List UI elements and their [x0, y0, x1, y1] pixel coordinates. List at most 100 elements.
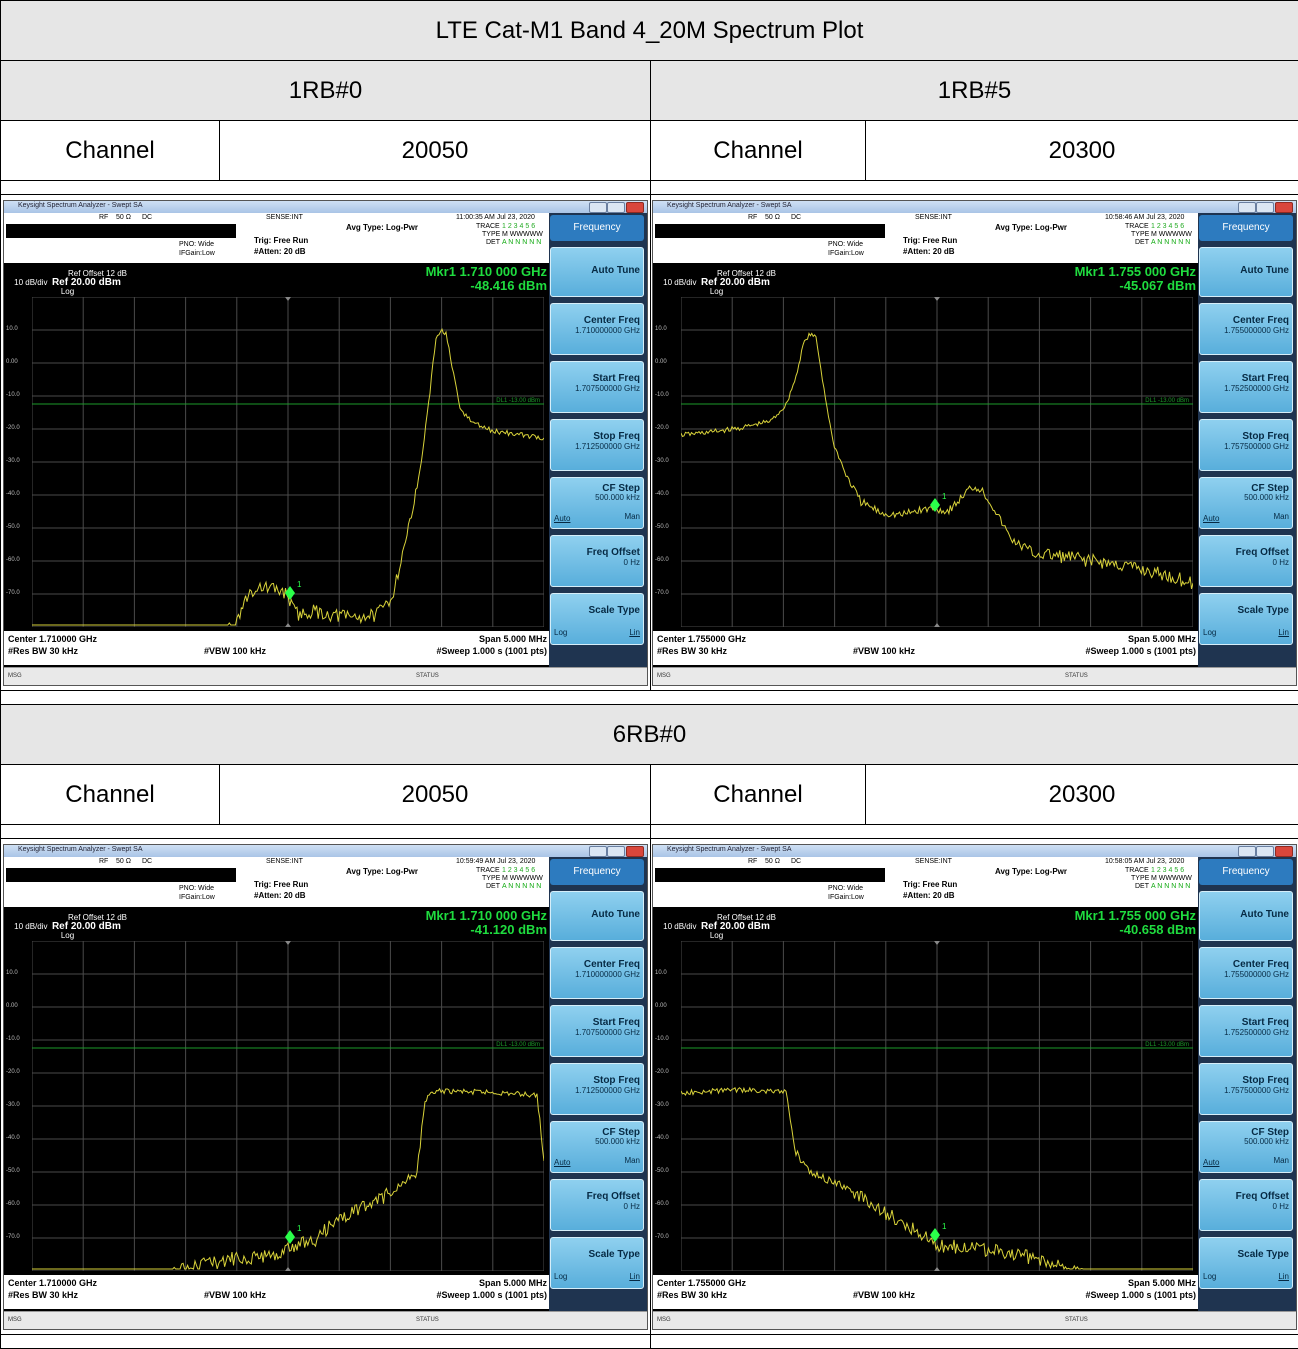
trace-label: TRACE — [1125, 867, 1149, 874]
ref-level-block: Ref Offset 12 dB 10 dB/div Ref 20.00 dBm… — [657, 913, 776, 940]
sweep: #Sweep 1.000 s (1001 pts) — [436, 646, 547, 656]
cf-step-man[interactable]: Man — [624, 1156, 640, 1165]
minimize-icon[interactable] — [1238, 846, 1256, 857]
scale-log-option[interactable]: Log — [1203, 628, 1216, 637]
y-tick-label: -50.0 — [655, 1168, 669, 1174]
cf-step-man[interactable]: Man — [1273, 1156, 1289, 1165]
menu-frequency[interactable]: Frequency — [1199, 215, 1293, 241]
sense-label: SENSE:INT — [266, 214, 303, 221]
cf-step-auto[interactable]: Auto — [554, 1158, 570, 1167]
minimize-icon[interactable] — [589, 202, 607, 213]
det-values: A N N N N N — [1151, 883, 1190, 890]
scale-log-option[interactable]: Log — [1203, 1272, 1216, 1281]
marker-value: -48.416 dBm — [426, 279, 547, 293]
coupling-label: DC — [791, 858, 801, 865]
auto-tune-button[interactable]: Auto Tune — [550, 891, 644, 941]
msg-label: MSG — [8, 1317, 22, 1323]
freq-offset-value: 0 Hz — [1203, 558, 1289, 567]
scale-log-option[interactable]: Log — [554, 628, 567, 637]
spacer-cell — [1, 691, 1298, 705]
y-tick-label: 0.00 — [6, 1003, 18, 1009]
marker-frequency: Mkr1 1.755 000 GHz — [1075, 265, 1196, 279]
minimize-icon[interactable] — [1238, 202, 1256, 213]
channel-value: 20050 — [220, 121, 651, 181]
auto-tune-button[interactable]: Auto Tune — [1199, 247, 1293, 297]
scale-type-label: Scale Type — [1203, 605, 1289, 616]
type-values: M WWWWW — [1151, 875, 1192, 882]
scale-lin-option[interactable]: Lin — [629, 1272, 640, 1281]
maximize-icon[interactable] — [1256, 846, 1274, 857]
close-icon[interactable] — [626, 846, 644, 857]
close-icon[interactable] — [1275, 202, 1293, 213]
window-titlebar: Keysight Spectrum Analyzer - Swept SA — [4, 845, 647, 857]
maximize-icon[interactable] — [1256, 202, 1274, 213]
close-icon[interactable] — [626, 202, 644, 213]
spacer-cell — [1, 181, 651, 195]
start-freq-label: Start Freq — [1203, 373, 1289, 384]
cf-step-value: 500.000 kHz — [554, 1138, 640, 1146]
y-tick-label: -30.0 — [6, 458, 20, 464]
menu-frequency[interactable]: Frequency — [1199, 859, 1293, 885]
ifgain-label: IFGain:Low — [179, 894, 215, 901]
scale-lin-option[interactable]: Lin — [1278, 1272, 1289, 1281]
maximize-icon[interactable] — [607, 846, 625, 857]
auto-tune-button[interactable]: Auto Tune — [1199, 891, 1293, 941]
menu-frequency[interactable]: Frequency — [550, 859, 644, 885]
cf-step-man[interactable]: Man — [624, 512, 640, 521]
freq-offset-label: Freq Offset — [1203, 547, 1289, 558]
cf-step-man[interactable]: Man — [1273, 512, 1289, 521]
scale-lin-option[interactable]: Lin — [629, 628, 640, 637]
menu-frequency[interactable]: Frequency — [550, 215, 644, 241]
scale-type-button[interactable]: Scale Type Log Lin — [1199, 593, 1293, 645]
minimize-icon[interactable] — [589, 846, 607, 857]
channel-value: 20300 — [866, 765, 1298, 825]
maximize-icon[interactable] — [607, 202, 625, 213]
display-line-label: DL1 -13.00 dBm — [496, 1042, 540, 1048]
y-tick-label: -30.0 — [655, 1102, 669, 1108]
close-icon[interactable] — [1275, 846, 1293, 857]
trace-label: TRACE — [1125, 223, 1149, 230]
scale-lin-option[interactable]: Lin — [1278, 628, 1289, 637]
window-title: Keysight Spectrum Analyzer - Swept SA — [18, 846, 143, 853]
scale-log: Log — [8, 287, 127, 296]
auto-tune-button[interactable]: Auto Tune — [550, 247, 644, 297]
cf-step-auto[interactable]: Auto — [1203, 514, 1219, 523]
info-bar: RF 50 Ω DC SENSE:INT 10:59:49 AM Jul 23,… — [4, 857, 549, 907]
y-tick-label: 10.0 — [655, 970, 667, 976]
center-freq-label: Center Freq — [554, 959, 640, 970]
channel-label: Channel — [651, 765, 866, 825]
marker-frequency: Mkr1 1.755 000 GHz — [1075, 909, 1196, 923]
cf-step-auto[interactable]: Auto — [554, 514, 570, 523]
scale-log-option[interactable]: Log — [554, 1272, 567, 1281]
window-title: Keysight Spectrum Analyzer - Swept SA — [667, 846, 792, 853]
cf-step-auto[interactable]: Auto — [1203, 1158, 1219, 1167]
